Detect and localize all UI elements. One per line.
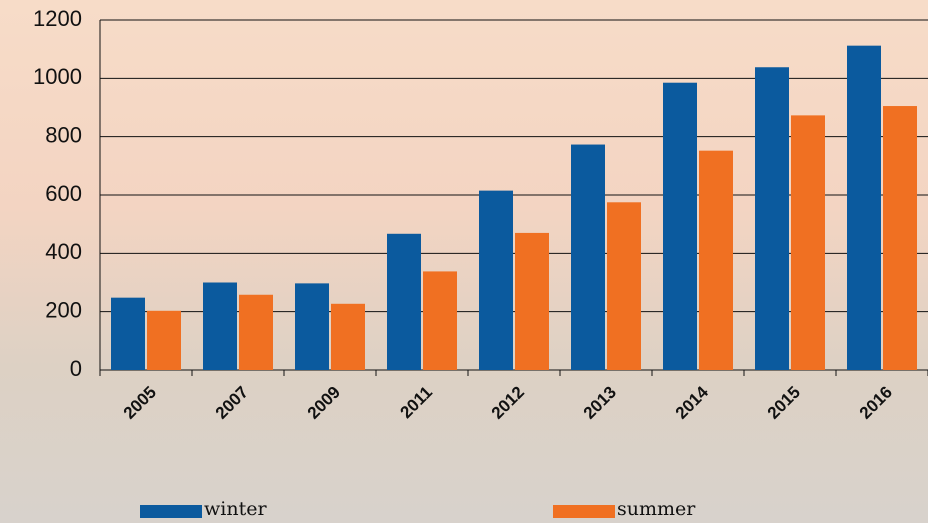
bar (479, 191, 513, 370)
bar (331, 304, 365, 370)
bar (571, 145, 605, 370)
x-tick-label: 2016 (856, 383, 896, 423)
legend-label: summer (617, 498, 696, 520)
legend-swatch (553, 505, 615, 518)
bar (387, 234, 421, 370)
bar (147, 311, 181, 370)
bar (295, 283, 329, 370)
bar (515, 233, 549, 370)
x-tick-label: 2007 (212, 383, 252, 423)
y-tick-label: 1000 (33, 64, 82, 89)
x-tick-label: 2005 (120, 383, 160, 423)
bar (663, 83, 697, 370)
y-tick-label: 600 (45, 181, 82, 206)
x-tick-label: 2015 (764, 383, 804, 423)
x-tick-label: 2009 (304, 383, 344, 423)
bar (847, 46, 881, 370)
bar (755, 67, 789, 370)
y-tick-label: 800 (45, 122, 82, 147)
legend-swatch (140, 505, 202, 518)
legend-label: winter (204, 498, 267, 520)
x-tick-label: 2013 (580, 383, 620, 423)
bar (791, 115, 825, 370)
bar (203, 283, 237, 371)
bar (111, 298, 145, 370)
bar (699, 151, 733, 370)
bar (423, 271, 457, 370)
bar (239, 295, 273, 370)
bar (883, 106, 917, 370)
x-tick-label: 2011 (396, 383, 436, 423)
chart: 0 200 400 600 800 1000 1200 2005 2007 2009 2011 201… (0, 0, 928, 523)
x-tick-label: 2012 (488, 383, 528, 423)
bar (607, 202, 641, 370)
y-tick-label: 200 (45, 297, 82, 322)
x-tick-label: 2014 (672, 382, 713, 423)
y-tick-label: 400 (45, 239, 82, 264)
y-tick-label: 1200 (33, 6, 82, 31)
y-tick-label: 0 (70, 356, 82, 381)
